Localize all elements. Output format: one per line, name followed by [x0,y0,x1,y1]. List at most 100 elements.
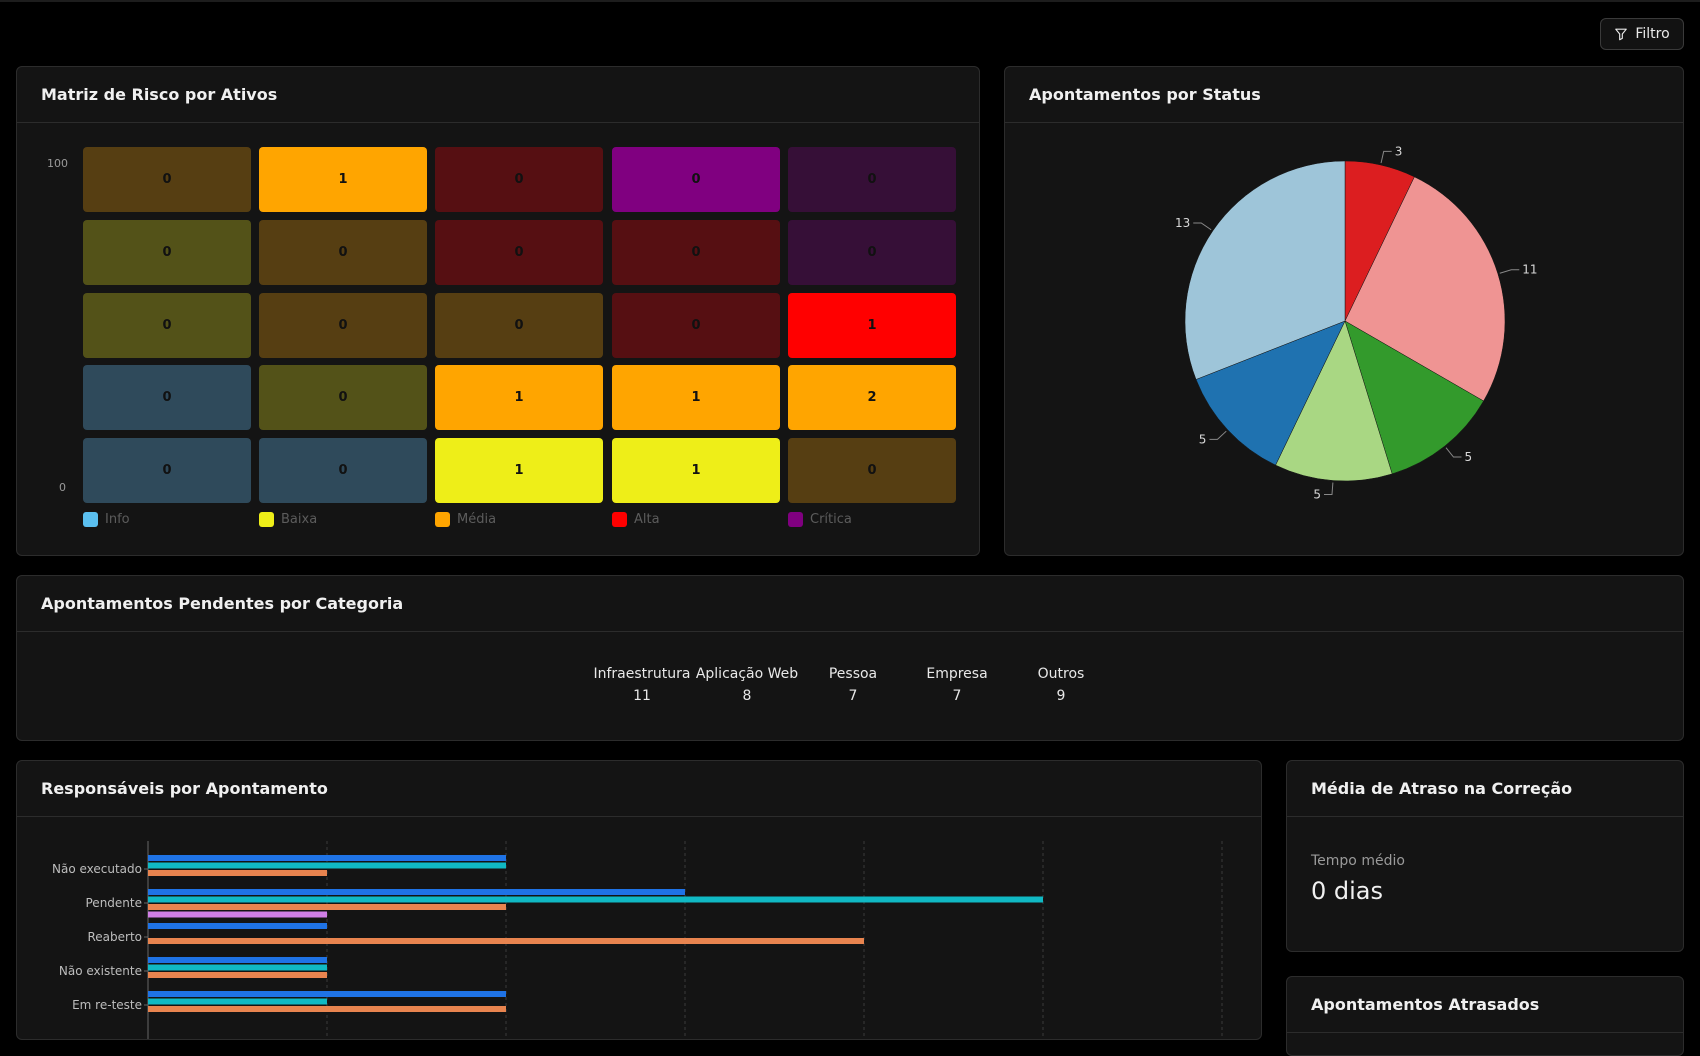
risk-legend-item[interactable]: Baixa [259,512,317,527]
pie-data-label: 13 [1175,216,1190,230]
bar[interactable] [148,938,864,944]
filter-button[interactable]: Filtro [1600,18,1684,50]
pie-label-line [1445,447,1462,458]
legend-swatch [259,512,274,527]
category-label: Empresa [926,666,988,682]
y-axis-min: 0 [59,481,66,494]
category-value: 8 [742,688,752,704]
risk-cell[interactable]: 0 [259,365,427,430]
category-label: Aplicação Web [695,666,799,682]
category-label: Pessoa [828,666,878,682]
risk-legend-item[interactable]: Crítica [788,512,852,527]
pie-data-label: 5 [1464,450,1472,464]
risk-cell[interactable]: 0 [435,220,603,285]
legend-label: Info [105,512,130,527]
risk-cell[interactable]: 0 [788,438,956,503]
legend-label: Alta [634,512,660,527]
risk-cell[interactable]: 1 [612,438,780,503]
bar[interactable] [148,964,327,971]
category-item: Aplicação Web 8 [687,666,807,704]
bar-category-label: Em re-teste [72,998,142,1012]
atrasados-title: Apontamentos Atrasados [1287,977,1683,1033]
pie-data-label: 11 [1522,263,1537,277]
top-border [0,0,1700,2]
risk-cell[interactable]: 0 [83,220,251,285]
bar[interactable] [148,911,327,918]
risk-cell[interactable]: 0 [612,220,780,285]
pie-label-line [1209,430,1227,440]
risk-cell[interactable]: 0 [435,293,603,358]
risk-cell[interactable]: 0 [83,293,251,358]
risk-cell[interactable]: 0 [83,365,251,430]
risk-cell[interactable]: 1 [788,293,956,358]
pie-label-line [1380,150,1392,164]
bar[interactable] [148,1006,506,1012]
bar[interactable] [148,923,327,929]
pie-data-label: 5 [1199,432,1207,446]
bar[interactable] [148,896,1043,903]
risk-matrix-title: Matriz de Risco por Ativos [17,67,979,123]
risk-cell[interactable]: 0 [612,293,780,358]
risk-cell[interactable]: 1 [435,438,603,503]
category-label: Infraestrutura [593,666,691,682]
pie-slice[interactable] [1184,160,1346,380]
pie-label-line [1499,269,1520,274]
risk-cell[interactable]: 0 [83,438,251,503]
risk-cell[interactable]: 1 [612,365,780,430]
legend-swatch [83,512,98,527]
risk-cell[interactable]: 0 [259,293,427,358]
bar[interactable] [148,972,327,978]
legend-swatch [788,512,803,527]
bar-category-label: Reaberto [87,930,142,944]
risk-cell[interactable]: 0 [612,147,780,212]
bar[interactable] [148,998,327,1005]
category-value: 7 [848,688,858,704]
risk-cell[interactable]: 0 [259,220,427,285]
category-value: 7 [952,688,962,704]
risk-legend-item[interactable]: Média [435,512,496,527]
category-item: Outros 9 [1001,666,1121,704]
legend-swatch [435,512,450,527]
bar[interactable] [148,870,327,876]
filter-label: Filtro [1635,26,1670,42]
risk-cell[interactable]: 0 [435,147,603,212]
category-value: 9 [1056,688,1066,704]
pie-slice[interactable] [1275,320,1393,482]
pie-data-label: 3 [1395,144,1403,158]
bar[interactable] [148,855,506,861]
bar[interactable] [148,889,685,895]
bar[interactable] [148,862,506,869]
legend-label: Crítica [810,512,852,527]
bar-category-label: Não existente [59,964,142,978]
bar[interactable] [148,904,506,910]
categories-title: Apontamentos Pendentes por Categoria [17,576,1683,632]
atraso-value: 0 dias [1311,877,1384,905]
bar[interactable] [148,957,327,963]
pie-label-line [1193,222,1212,231]
risk-cell[interactable]: 0 [788,147,956,212]
risk-cell[interactable]: 0 [259,438,427,503]
y-axis-max: 100 [47,157,68,170]
responsaveis-title: Responsáveis por Apontamento [17,761,1261,817]
pie-slice[interactable] [1195,320,1346,466]
risk-cell[interactable]: 0 [788,220,956,285]
bar[interactable] [148,991,506,997]
risk-cell[interactable]: 2 [788,365,956,430]
category-label: Outros [1037,666,1085,682]
filter-icon [1615,28,1628,41]
risk-legend-item[interactable]: Alta [612,512,660,527]
category-item: Empresa 7 [897,666,1017,704]
atraso-card: Média de Atraso na Correção Tempo médio … [1286,760,1684,952]
risk-legend-item[interactable]: Info [83,512,130,527]
responsaveis-card: Responsáveis por Apontamento Não executa… [16,760,1262,1040]
bar-category-label: Pendente [86,896,143,910]
risk-cell[interactable]: 1 [259,147,427,212]
pie-slice[interactable] [1344,320,1484,475]
risk-cell[interactable]: 0 [83,147,251,212]
categories-card: Apontamentos Pendentes por Categoria Inf… [16,575,1684,741]
legend-swatch [612,512,627,527]
pie-slice[interactable] [1344,176,1506,402]
risk-cell[interactable]: 1 [435,365,603,430]
